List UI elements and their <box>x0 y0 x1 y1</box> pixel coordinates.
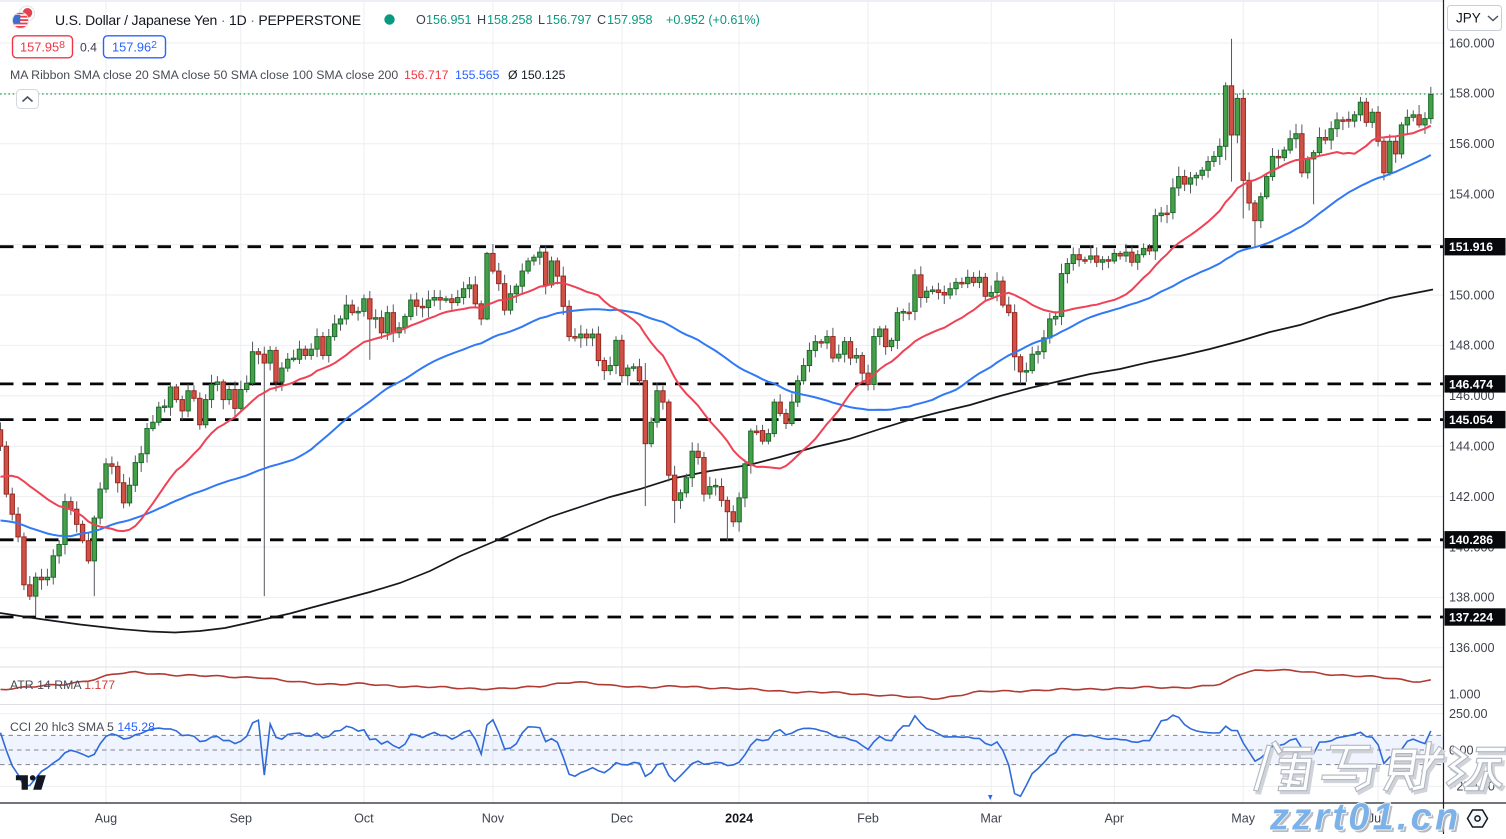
svg-text:144.000: 144.000 <box>1449 440 1495 454</box>
svg-text:138.000: 138.000 <box>1449 591 1495 605</box>
svg-text:JPY: JPY <box>1456 11 1481 26</box>
svg-text:142.000: 142.000 <box>1449 490 1495 504</box>
svg-text:Apr: Apr <box>1104 812 1124 826</box>
svg-text:MA Ribbon SMA close 20 SMA clo: MA Ribbon SMA close 20 SMA close 50 SMA … <box>10 68 566 82</box>
svg-text:1.000: 1.000 <box>1449 687 1481 701</box>
svg-text:U.S. Dollar / Japanese Yen · 1: U.S. Dollar / Japanese Yen · 1D · PEPPER… <box>55 12 361 28</box>
svg-text:145.054: 145.054 <box>1449 413 1493 427</box>
svg-text:158.000: 158.000 <box>1449 87 1495 101</box>
svg-text:zzrt01.cn: zzrt01.cn <box>1269 797 1461 835</box>
svg-text:Dec: Dec <box>611 812 633 826</box>
svg-text:Jun: Jun <box>1368 812 1388 826</box>
svg-text:Feb: Feb <box>857 812 879 826</box>
svg-text:146.474: 146.474 <box>1449 377 1493 391</box>
svg-text:Oct: Oct <box>354 812 374 826</box>
svg-text:Aug: Aug <box>95 812 117 826</box>
svg-text:150.000: 150.000 <box>1449 288 1495 302</box>
svg-text:151.916: 151.916 <box>1449 240 1493 254</box>
svg-text:136.000: 136.000 <box>1449 641 1495 655</box>
svg-text:Mar: Mar <box>980 812 1002 826</box>
svg-text:CCI 20 hlc3 SMA 5 145.28: CCI 20 hlc3 SMA 5 145.28 <box>10 720 155 734</box>
svg-text:156.000: 156.000 <box>1449 137 1495 151</box>
svg-text:148.000: 148.000 <box>1449 339 1495 353</box>
svg-text:Nov: Nov <box>482 812 505 826</box>
svg-text:157.962: 157.962 <box>112 39 157 55</box>
svg-text:250.00: 250.00 <box>1449 707 1488 721</box>
svg-text:154.000: 154.000 <box>1449 188 1495 202</box>
svg-text:157.958: 157.958 <box>20 39 65 55</box>
svg-text:140.286: 140.286 <box>1449 533 1493 547</box>
svg-text:160.000: 160.000 <box>1449 36 1495 50</box>
svg-text:Sep: Sep <box>230 812 252 826</box>
svg-text:137.224: 137.224 <box>1449 610 1493 624</box>
svg-text:2024: 2024 <box>725 812 753 826</box>
svg-text:May: May <box>1231 812 1255 826</box>
svg-text:ATR 14 RMA 1.177: ATR 14 RMA 1.177 <box>10 678 115 692</box>
svg-text:0.4: 0.4 <box>80 41 97 55</box>
svg-text:zzrt01.cn: zzrt01.cn <box>1272 799 1464 834</box>
